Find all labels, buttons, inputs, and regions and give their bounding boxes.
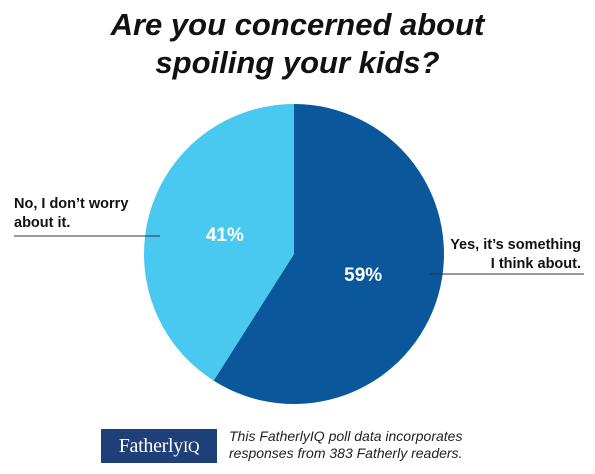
pie-slice-yes (213, 104, 444, 404)
fatherlyiq-logo: FatherlyIQ (101, 429, 217, 463)
chart-title-line: spoiling your kids? (155, 45, 440, 80)
chart-title: Are you concerned about spoiling your ki… (0, 6, 595, 82)
logo-main-text: Fatherly (118, 435, 184, 457)
callout-line: No, I don’t worry (14, 196, 129, 212)
callout-line: Yes, it’s something (450, 237, 581, 253)
source-note: This FatherlyIQ poll data incorporates r… (229, 428, 462, 462)
slice-value-label-no: 41% (206, 225, 244, 246)
slice-callout-yes: Yes, it’s something I think about. (450, 236, 581, 274)
callout-line: about it. (14, 215, 71, 231)
source-note-line: This FatherlyIQ poll data incorporates (229, 428, 463, 444)
chart-title-line: Are you concerned about (110, 7, 485, 42)
logo-suffix-text: IQ (182, 439, 200, 456)
pie-slice-no (144, 104, 294, 381)
slice-value-label-yes: 59% (344, 265, 382, 286)
source-note-line: responses from 383 Fatherly readers. (229, 445, 463, 461)
slice-callout-no: No, I don’t worry about it. (14, 195, 128, 233)
callout-line: I think about. (490, 256, 581, 272)
